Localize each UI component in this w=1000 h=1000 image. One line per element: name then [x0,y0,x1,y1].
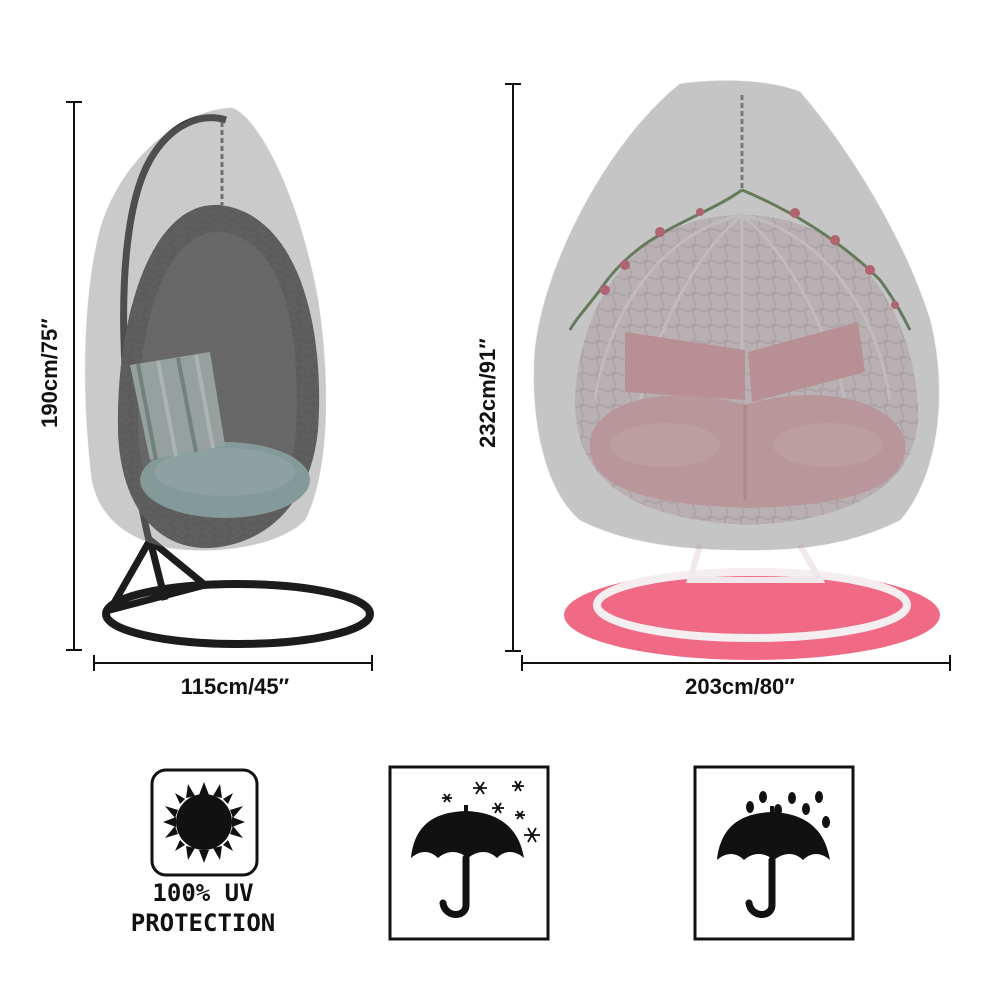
double-egg-chair [533,80,940,660]
chair-striped-pillow [130,352,225,461]
chair-base-stand [102,534,213,616]
single-width-label: 115cm/45′′ [180,674,290,699]
double-height-label: 232cm/91′′ [475,338,500,448]
single-width-dimension [93,655,373,671]
chair-rug [564,570,940,660]
sun-icon [150,768,259,877]
single-height-label: 190cm/75′′ [37,318,62,428]
double-width-dimension [521,655,951,671]
uv-protection-line1: 100% UV [152,879,254,907]
double-base-ring [593,568,911,642]
chair-base-ring [102,580,374,648]
single-cover [84,107,327,551]
double-width-label: 203cm/80′′ [685,674,795,699]
single-height-dimension [66,101,82,651]
uv-protection-line2: PROTECTION [130,909,276,937]
umbrella-snow-icon [388,765,550,941]
double-height-dimension [505,83,521,652]
umbrella-rain-icon [693,765,855,941]
double-stand [686,543,826,583]
double-cover [533,80,940,551]
single-egg-chair [84,107,374,648]
